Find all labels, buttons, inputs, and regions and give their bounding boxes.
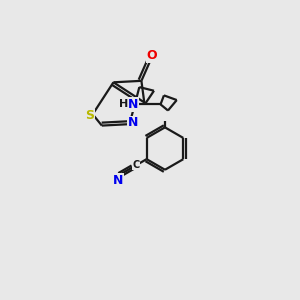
Text: O: O (146, 49, 157, 62)
Text: N: N (128, 98, 138, 111)
Text: H: H (119, 99, 128, 110)
Text: N: N (128, 116, 138, 129)
Text: S: S (85, 109, 94, 122)
Text: N: N (113, 174, 123, 187)
Text: C: C (133, 160, 140, 170)
